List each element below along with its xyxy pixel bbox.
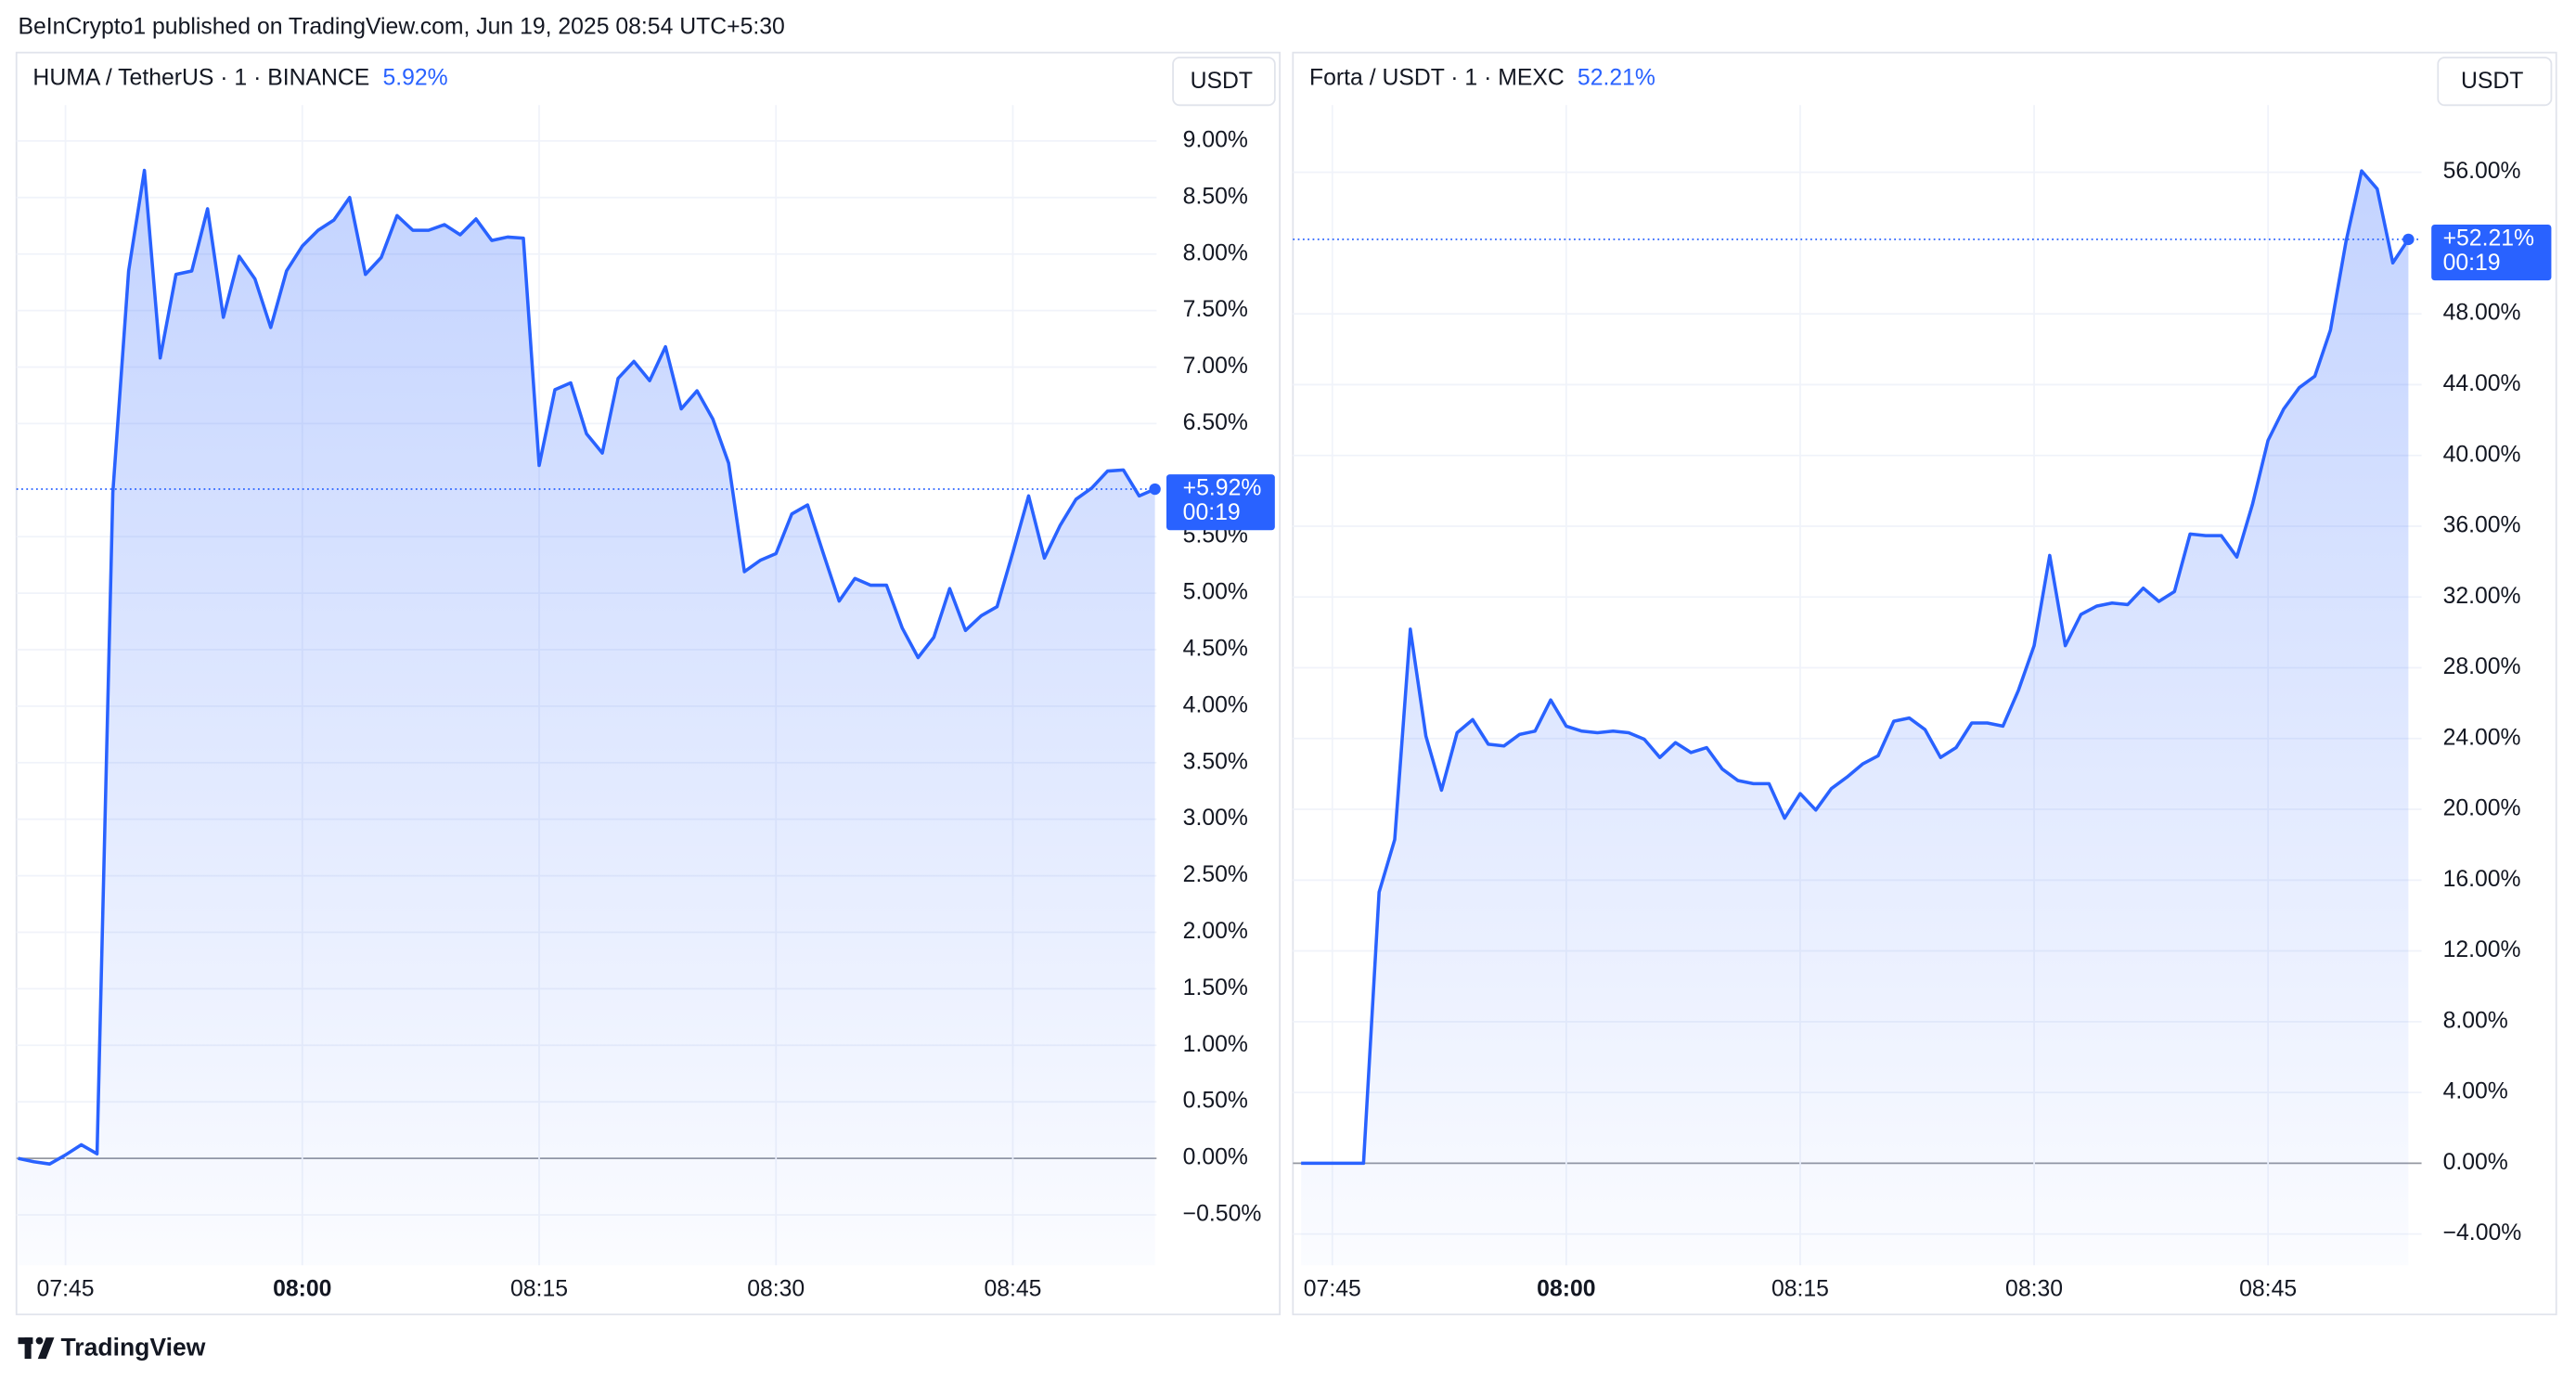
area bbox=[18, 170, 1155, 1266]
y-tick-label: −4.00% bbox=[2443, 1220, 2522, 1245]
y-tick-label: 56.00% bbox=[2443, 159, 2521, 184]
area bbox=[1301, 171, 2409, 1266]
logo-part bbox=[37, 1337, 55, 1360]
y-tick-label: 4.00% bbox=[1183, 692, 1248, 717]
x-tick-label: 08:15 bbox=[1771, 1276, 1829, 1301]
y-tick-label: 24.00% bbox=[2443, 725, 2521, 750]
y-tick-label: 7.00% bbox=[1183, 354, 1248, 379]
y-tick-label: 0.00% bbox=[1183, 1145, 1248, 1170]
y-tick-label: 0.00% bbox=[2443, 1150, 2508, 1175]
price-label: +52.21% bbox=[2443, 226, 2534, 251]
countdown: 00:19 bbox=[2443, 251, 2501, 276]
y-tick-label: 3.50% bbox=[1183, 749, 1248, 774]
symbol-title: Forta / USDT · 1 · MEXC bbox=[1309, 66, 1565, 91]
footer-brand: TradingView bbox=[61, 1333, 206, 1361]
y-tick-label: 28.00% bbox=[2443, 654, 2521, 679]
x-tick-label: 07:45 bbox=[37, 1276, 95, 1301]
y-tick-label: 32.00% bbox=[2443, 584, 2521, 609]
y-tick-label: 44.00% bbox=[2443, 371, 2521, 396]
panel-frame bbox=[1292, 51, 2557, 1316]
currency-box bbox=[2437, 57, 2553, 107]
logo-part bbox=[35, 1336, 44, 1345]
y-tick-label: 8.50% bbox=[1183, 184, 1248, 209]
y-tick-label: 2.50% bbox=[1183, 862, 1248, 887]
y-tick-label: 20.00% bbox=[2443, 796, 2521, 821]
y-tick-label: 8.00% bbox=[2443, 1008, 2508, 1033]
price-label: +5.92% bbox=[1183, 476, 1262, 501]
x-tick-label: 08:00 bbox=[1537, 1276, 1595, 1301]
y-tick-label: 48.00% bbox=[2443, 301, 2521, 326]
y-tick-label: 1.50% bbox=[1183, 975, 1248, 1000]
symbol-title: HUMA / TetherUS · 1 · BINANCE bbox=[32, 66, 369, 91]
price-label-box bbox=[2431, 224, 2552, 281]
y-tick-label: 5.00% bbox=[1183, 580, 1248, 605]
y-tick-label: 6.50% bbox=[1183, 410, 1248, 435]
y-tick-label: 4.00% bbox=[2443, 1079, 2508, 1104]
line bbox=[18, 168, 1156, 1166]
y-tick-label: −0.50% bbox=[1183, 1202, 1262, 1227]
change: 52.21% bbox=[1578, 66, 1655, 91]
x-tick-label: 08:45 bbox=[2239, 1276, 2297, 1301]
x-tick-label: 08:00 bbox=[273, 1276, 331, 1301]
y-tick-label: 8.00% bbox=[1183, 240, 1248, 265]
last-point bbox=[1149, 483, 1161, 496]
logo-part bbox=[24, 1337, 32, 1360]
y-tick-label: 4.50% bbox=[1183, 637, 1248, 662]
y-tick-label: 9.00% bbox=[1183, 127, 1248, 152]
currency-box bbox=[1172, 57, 1276, 107]
y-tick-label: 40.00% bbox=[2443, 442, 2521, 467]
panel-frame bbox=[15, 51, 1282, 1316]
currency: USDT bbox=[1191, 69, 1253, 94]
y-tick-label: 36.00% bbox=[2443, 513, 2521, 538]
price-label-box bbox=[1166, 474, 1275, 531]
y-tick-label: 0.50% bbox=[1183, 1089, 1248, 1114]
x-tick-label: 08:15 bbox=[510, 1276, 568, 1301]
x-tick-label: 08:30 bbox=[747, 1276, 805, 1301]
last-point bbox=[2402, 233, 2415, 246]
y-tick-label: 2.00% bbox=[1183, 919, 1248, 944]
publish-info: BeInCrypto1 published on TradingView.com… bbox=[19, 15, 785, 40]
line bbox=[1301, 169, 2410, 1166]
y-tick-label: 3.00% bbox=[1183, 806, 1248, 831]
x-tick-label: 07:45 bbox=[1304, 1276, 1361, 1301]
currency: USDT bbox=[2461, 69, 2523, 94]
y-tick-label: 16.00% bbox=[2443, 867, 2521, 892]
y-tick-label: 7.50% bbox=[1183, 297, 1248, 322]
tv-logo bbox=[18, 1336, 55, 1360]
x-tick-label: 08:30 bbox=[2005, 1276, 2063, 1301]
change: 5.92% bbox=[382, 66, 447, 91]
countdown: 00:19 bbox=[1183, 500, 1241, 525]
y-tick-label: 12.00% bbox=[2443, 937, 2521, 962]
x-tick-label: 08:45 bbox=[984, 1276, 1041, 1301]
y-tick-label: 1.00% bbox=[1183, 1032, 1248, 1057]
